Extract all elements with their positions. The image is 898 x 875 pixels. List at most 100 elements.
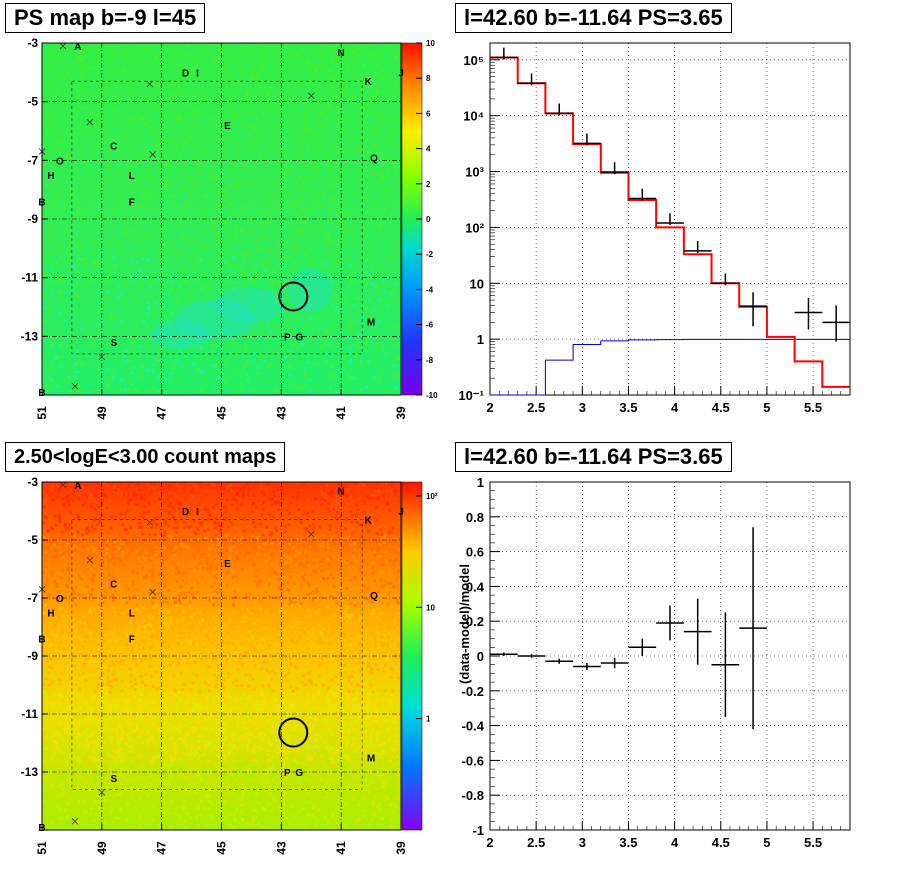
- map-pixel: [259, 523, 263, 526]
- map-pixel: [264, 204, 267, 208]
- map-pixel: [393, 82, 397, 86]
- colorbar-tick-label: -8: [426, 356, 434, 365]
- map-pixel: [384, 797, 388, 801]
- map-pixel: [72, 80, 76, 84]
- map-pixel: [331, 185, 335, 189]
- map-pixel: [54, 145, 58, 149]
- map-pixel: [189, 125, 193, 129]
- map-pixel: [274, 526, 278, 530]
- map-pixel: [153, 504, 157, 508]
- map-pixel: [145, 346, 149, 350]
- source-label: P: [284, 332, 291, 343]
- map-pixel: [109, 680, 113, 684]
- map-pixel: [259, 747, 263, 751]
- map-pixel: [282, 191, 286, 195]
- map-pixel: [263, 588, 267, 592]
- map-pixel: [158, 277, 161, 281]
- map-pixel: [374, 574, 378, 578]
- colorbar-tick-label: -2: [426, 250, 434, 259]
- map-pixel: [222, 189, 226, 193]
- map-pixel: [387, 173, 391, 177]
- map-pixel: [248, 695, 252, 699]
- map-pixel: [106, 809, 110, 813]
- map-pixel: [283, 549, 287, 553]
- source-label: C: [110, 142, 117, 153]
- map-pixel: [182, 174, 186, 178]
- map-pixel: [192, 553, 196, 557]
- map-pixel: [323, 330, 327, 334]
- map-pixel: [56, 276, 60, 280]
- map-pixel: [68, 366, 72, 370]
- map-pixel: [77, 799, 81, 803]
- map-pixel: [333, 293, 337, 297]
- map-pixel: [131, 349, 135, 353]
- map-pixel: [159, 623, 163, 627]
- map-pixel: [126, 712, 130, 716]
- map-pixel: [212, 196, 216, 200]
- map-pixel: [274, 261, 278, 265]
- map-pixel: [42, 52, 46, 56]
- map-pixel: [62, 608, 66, 611]
- map-pixel: [145, 312, 149, 316]
- map-pixel: [152, 311, 156, 315]
- map-pixel: [317, 69, 321, 73]
- map-pixel: [301, 507, 305, 510]
- map-pixel: [326, 686, 330, 690]
- map-pixel: [67, 526, 71, 530]
- map-pixel: [275, 559, 279, 563]
- map-pixel: [365, 310, 369, 314]
- map-pixel: [178, 350, 182, 354]
- map-pixel: [327, 633, 331, 637]
- map-pixel: [387, 789, 391, 793]
- map-pixel: [193, 788, 197, 792]
- map-pixel: [217, 59, 221, 63]
- map-pixel: [80, 172, 83, 176]
- map-pixel: [394, 69, 398, 73]
- map-pixel: [327, 102, 330, 106]
- map-pixel: [295, 686, 299, 690]
- map-pixel: [302, 564, 306, 568]
- map-pixel: [62, 294, 66, 298]
- map-pixel: [224, 100, 228, 104]
- map-pixel: [95, 366, 99, 370]
- map-pixel: [85, 532, 89, 536]
- map-pixel: [136, 338, 140, 342]
- map-pixel: [120, 48, 124, 52]
- map-pixel: [215, 54, 219, 58]
- map-pixel: [266, 768, 270, 772]
- map-pixel: [194, 369, 198, 373]
- map-pixel: [241, 45, 245, 49]
- map-pixel: [307, 630, 310, 634]
- map-pixel: [331, 76, 335, 80]
- map-pixel: [309, 81, 313, 85]
- map-pixel: [364, 200, 368, 204]
- map-pixel: [231, 619, 234, 622]
- map-pixel: [100, 170, 104, 174]
- map-pixel: [204, 365, 208, 369]
- map-pixel: [91, 337, 94, 341]
- map-pixel: [238, 298, 242, 301]
- map-pixel: [105, 235, 109, 239]
- map-pixel: [207, 208, 210, 212]
- map-pixel: [147, 632, 151, 636]
- map-pixel: [374, 79, 378, 83]
- map-pixel: [164, 487, 168, 491]
- map-pixel: [257, 822, 261, 826]
- map-pixel: [140, 225, 144, 229]
- map-pixel: [252, 91, 256, 94]
- map-pixel: [285, 800, 289, 804]
- map-pixel: [270, 543, 274, 547]
- map-pixel: [99, 255, 103, 258]
- map-pixel: [196, 527, 200, 531]
- map-pixel: [63, 567, 67, 571]
- map-pixel: [369, 326, 373, 329]
- map-pixel: [188, 133, 192, 137]
- map-pixel: [243, 134, 247, 138]
- map-pixel: [345, 251, 349, 255]
- map-pixel: [361, 627, 365, 630]
- map-pixel: [249, 182, 253, 186]
- map-pixel: [260, 187, 264, 190]
- map-pixel: [261, 226, 265, 230]
- map-pixel: [89, 113, 93, 117]
- map-pixel: [372, 99, 376, 103]
